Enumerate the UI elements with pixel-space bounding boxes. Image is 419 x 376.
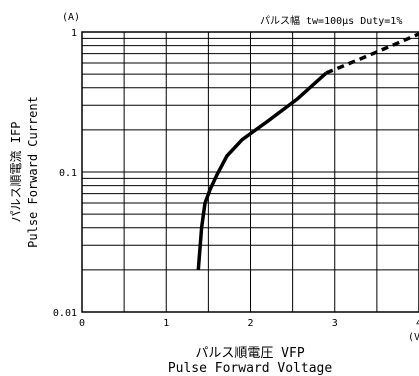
x-tick-label: 1 bbox=[163, 318, 169, 329]
x-axis-label-jp: パルス順電圧 VFP bbox=[195, 346, 304, 361]
y-axis-label-jp: パルス順電流 IFP bbox=[9, 122, 23, 223]
y-unit-label: (A) bbox=[62, 12, 80, 23]
y-axis-label-en: Pulse Forward Current bbox=[26, 96, 40, 248]
x-tick-label: 0 bbox=[79, 318, 85, 329]
series-line-measured bbox=[196, 71, 328, 271]
chart-title: パルス幅 tw=100μs Duty=1% bbox=[260, 14, 402, 27]
plot-frame bbox=[81, 31, 419, 313]
y-tick-label: 0.01 bbox=[53, 308, 77, 319]
tick-labels: 0 1 2 3 4 1 0.1 0.01 bbox=[53, 28, 419, 329]
x-tick-label: 3 bbox=[332, 318, 338, 329]
series-line-extrapolated bbox=[325, 32, 419, 75]
x-tick-label: 4 bbox=[416, 318, 419, 329]
x-tick-label: 2 bbox=[247, 318, 253, 329]
y-tick-label: 1 bbox=[71, 28, 77, 39]
series-layer bbox=[196, 32, 419, 271]
x-axis-label-en: Pulse Forward Voltage bbox=[168, 361, 333, 376]
x-unit-label: (V) bbox=[408, 332, 419, 343]
grid bbox=[81, 31, 419, 313]
y-tick-label: 0.1 bbox=[59, 168, 77, 179]
